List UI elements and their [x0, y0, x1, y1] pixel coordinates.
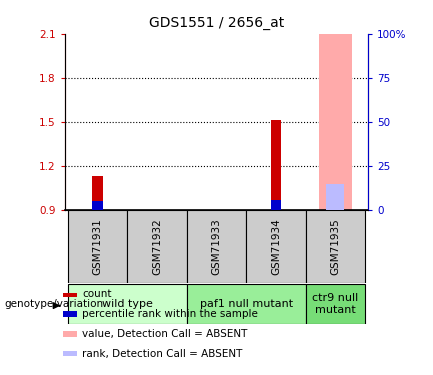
Text: paf1 null mutant: paf1 null mutant	[200, 299, 293, 309]
Bar	[187, 284, 306, 324]
Bar	[92, 201, 103, 210]
Text: GSM71935: GSM71935	[330, 218, 340, 275]
Bar	[319, 34, 352, 210]
Bar	[271, 120, 281, 210]
Bar	[326, 184, 344, 210]
Bar	[63, 331, 77, 337]
Bar	[92, 176, 103, 210]
Bar	[63, 291, 77, 297]
Text: GSM71934: GSM71934	[271, 218, 281, 275]
Bar	[68, 284, 187, 324]
Bar	[246, 210, 306, 283]
Bar	[68, 210, 127, 283]
Bar	[306, 284, 365, 324]
Bar	[63, 351, 77, 356]
Text: GSM71931: GSM71931	[93, 218, 103, 275]
Text: wild type: wild type	[102, 299, 153, 309]
Text: genotype/variation: genotype/variation	[4, 299, 103, 309]
Text: percentile rank within the sample: percentile rank within the sample	[82, 309, 258, 319]
Bar	[306, 210, 365, 283]
Text: count: count	[82, 289, 111, 299]
Bar	[63, 311, 77, 317]
Text: rank, Detection Call = ABSENT: rank, Detection Call = ABSENT	[82, 348, 242, 358]
Bar	[187, 210, 246, 283]
Text: GSM71932: GSM71932	[152, 218, 162, 275]
Text: value, Detection Call = ABSENT: value, Detection Call = ABSENT	[82, 329, 247, 339]
Bar	[271, 200, 281, 210]
Bar	[127, 210, 187, 283]
Title: GDS1551 / 2656_at: GDS1551 / 2656_at	[149, 16, 284, 30]
Text: GSM71933: GSM71933	[211, 218, 222, 275]
Text: ctr9 null
mutant: ctr9 null mutant	[312, 293, 359, 315]
